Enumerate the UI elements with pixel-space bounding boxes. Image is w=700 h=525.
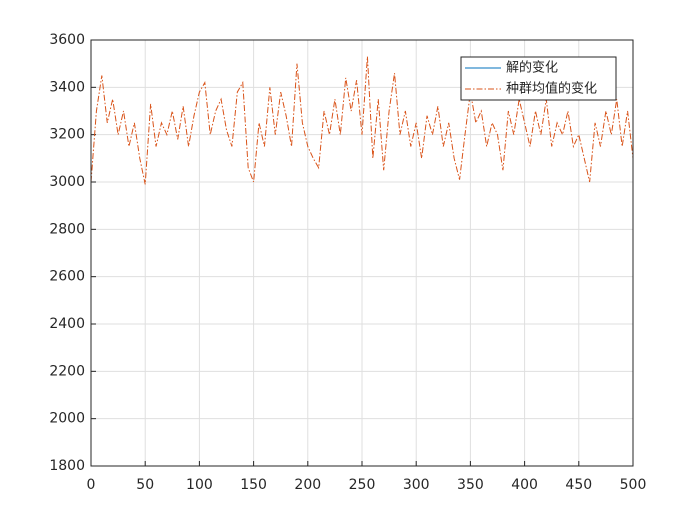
- x-tick-label: 150: [240, 477, 267, 493]
- y-tick-label: 3200: [49, 127, 85, 143]
- x-tick-label: 250: [349, 477, 376, 493]
- y-tick-label: 1800: [49, 458, 85, 474]
- x-tick-label: 300: [403, 477, 430, 493]
- x-tick-label: 200: [294, 477, 321, 493]
- x-tick-label: 500: [620, 477, 647, 493]
- x-tick-label: 350: [457, 477, 484, 493]
- y-tick-label: 2600: [49, 269, 85, 285]
- y-tick-label: 2000: [49, 411, 85, 427]
- y-tick-label: 2400: [49, 316, 85, 332]
- y-tick-label: 2800: [49, 221, 85, 237]
- legend-box: [460, 56, 617, 101]
- x-tick-label: 400: [511, 477, 538, 493]
- y-tick-label: 2200: [49, 363, 85, 379]
- y-tick-label: 3400: [49, 79, 85, 95]
- y-tick-label: 3600: [49, 32, 85, 48]
- x-tick-label: 450: [565, 477, 592, 493]
- y-tick-label: 3000: [49, 174, 85, 190]
- legend-label: 种群均值的变化: [506, 81, 597, 97]
- series-line: [90, 56, 634, 185]
- x-tick-label: 0: [87, 477, 96, 493]
- x-tick-label: 50: [136, 477, 154, 493]
- axes-box: [90, 39, 634, 467]
- legend-label: 解的变化: [506, 60, 558, 76]
- x-tick-label: 100: [186, 477, 213, 493]
